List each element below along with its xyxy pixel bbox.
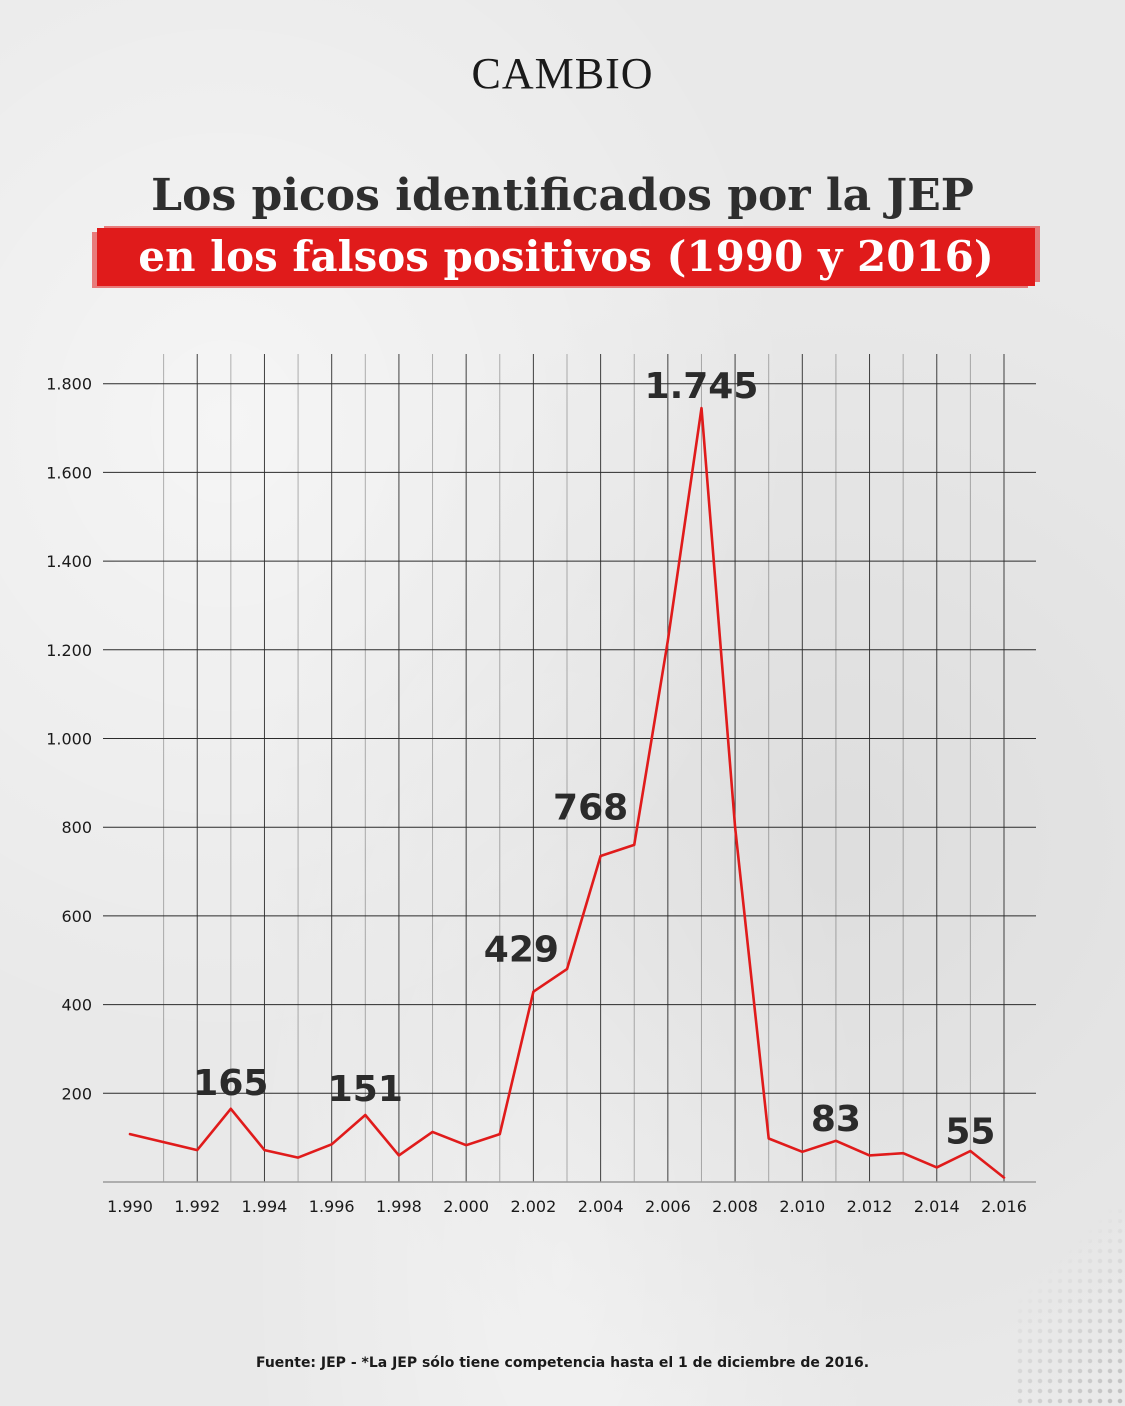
x-tick-label: 1.990 xyxy=(107,1197,153,1216)
x-tick-label: 1.998 xyxy=(376,1197,422,1216)
data-label: 55 xyxy=(945,1112,995,1153)
x-tick-label: 2.008 xyxy=(712,1197,758,1216)
data-label: 1.745 xyxy=(645,366,759,407)
y-tick-label: 1.800 xyxy=(46,375,92,394)
x-tick-label: 2.014 xyxy=(914,1197,960,1216)
x-tick-label: 1.992 xyxy=(174,1197,220,1216)
y-tick-label: 1.000 xyxy=(46,730,92,749)
y-tick-label: 400 xyxy=(61,996,92,1015)
y-tick-label: 600 xyxy=(61,907,92,926)
data-label: 83 xyxy=(811,1099,861,1140)
data-labels: 165 151 429 768 1.745 83 55 xyxy=(193,366,995,1153)
title-highlight-bar xyxy=(97,228,1035,286)
x-tick-label: 2.016 xyxy=(981,1197,1027,1216)
x-axis-tick-labels: 1.990 1.992 1.994 1.996 1.998 2.000 2.002 2.004… xyxy=(107,1197,1027,1216)
x-tick-label: 2.004 xyxy=(578,1197,624,1216)
chart-title-line1: Los picos identificados por la JEP xyxy=(151,170,974,221)
x-tick-label: 2.002 xyxy=(510,1197,556,1216)
data-label: 165 xyxy=(193,1063,268,1104)
vertical-gridlines xyxy=(163,354,1005,1182)
chart-title-line2: en los falsos positivos (1990 y 2016) xyxy=(138,232,994,281)
halftone-decoration xyxy=(1015,1206,1125,1406)
y-axis-tick-labels: 200 400 600 800 1.000 1.200 1.400 1.600 1.800 xyxy=(46,375,92,1104)
x-tick-label: 1.994 xyxy=(242,1197,288,1216)
y-tick-label: 200 xyxy=(61,1084,92,1103)
y-tick-label: 1.200 xyxy=(46,641,92,660)
series-line xyxy=(128,406,1006,1179)
data-label: 151 xyxy=(328,1069,403,1110)
x-tick-label: 1.996 xyxy=(309,1197,355,1216)
x-tick-label: 2.010 xyxy=(779,1197,825,1216)
data-label: 429 xyxy=(484,930,559,971)
x-tick-label: 2.006 xyxy=(645,1197,691,1216)
y-tick-label: 1.400 xyxy=(46,552,92,571)
y-tick-label: 1.600 xyxy=(46,463,92,482)
x-tick-label: 2.012 xyxy=(847,1197,893,1216)
line-chart: 200 400 600 800 1.000 1.200 1.400 1.600 1.800 1.… xyxy=(46,354,1036,1216)
y-tick-label: 800 xyxy=(61,818,92,837)
horizontal-gridlines xyxy=(103,383,1036,1094)
source-note: Fuente: JEP - *La JEP sólo tiene compete… xyxy=(255,1355,870,1371)
series-group xyxy=(128,406,1006,1179)
data-label: 768 xyxy=(553,787,628,828)
brand-logo: CAMBIO xyxy=(471,49,654,98)
x-tick-label: 2.000 xyxy=(443,1197,489,1216)
